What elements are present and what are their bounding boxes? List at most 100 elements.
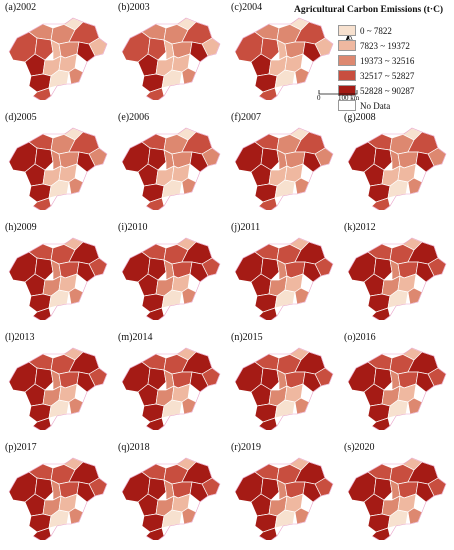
choropleth-map: [234, 127, 334, 210]
map-region: [302, 151, 322, 173]
map-outline: [8, 347, 108, 430]
legend-title: Agricultural Carbon Emissions (t·C): [294, 5, 444, 15]
choropleth-map: [347, 347, 447, 430]
map-region: [294, 287, 310, 305]
legend-swatch: [338, 40, 356, 51]
map-region: [371, 527, 391, 540]
map-region: [76, 371, 96, 393]
map-panel: (j)2011: [229, 222, 335, 322]
choropleth-map: [234, 347, 334, 430]
scale-bar: 0 100 km: [317, 90, 360, 104]
panel-label: (s)2020: [344, 442, 375, 453]
map-region: [258, 87, 278, 100]
panel-label: (d)2005: [5, 112, 37, 123]
map-outline: [347, 127, 447, 210]
map-region: [302, 481, 322, 503]
legend-item-label: 19373 ~ 32516: [360, 56, 415, 66]
map-panel: (l)2013: [3, 332, 109, 432]
map-panel: (d)2005: [3, 112, 109, 212]
map-outline: [121, 127, 221, 210]
panel-label: (m)2014: [118, 332, 153, 343]
map-outline: [347, 237, 447, 320]
map-region: [145, 307, 165, 320]
map-panel: (a)2002: [3, 2, 109, 102]
legend-item: No Data: [338, 99, 390, 113]
map-region: [407, 507, 423, 525]
map-region: [145, 87, 165, 100]
legend-swatch: [338, 55, 356, 66]
map-region: [68, 397, 84, 415]
panel-label: (o)2016: [344, 332, 376, 343]
map-region: [189, 261, 209, 283]
map-region: [258, 307, 278, 320]
map-outline: [8, 17, 108, 100]
map-outline: [121, 17, 221, 100]
map-region: [415, 481, 435, 503]
legend-swatch: [338, 70, 356, 81]
map-panel: (n)2015: [229, 332, 335, 432]
map-region: [371, 197, 391, 210]
choropleth-map: [234, 237, 334, 320]
map-panel: (f)2007: [229, 112, 335, 212]
map-region: [32, 417, 52, 430]
map-region: [294, 397, 310, 415]
choropleth-map: [121, 347, 221, 430]
map-region: [76, 481, 96, 503]
legend-swatch: [338, 25, 356, 36]
map-panel: (o)2016: [342, 332, 448, 432]
map-region: [294, 177, 310, 195]
map-region: [302, 371, 322, 393]
choropleth-map: [121, 457, 221, 540]
map-region: [68, 287, 84, 305]
map-region: [76, 261, 96, 283]
map-region: [407, 397, 423, 415]
legend-item: 7823 ~ 19372: [338, 39, 410, 53]
map-region: [189, 481, 209, 503]
map-outline: [8, 457, 108, 540]
panel-label: (n)2015: [231, 332, 263, 343]
map-region: [32, 197, 52, 210]
map-outline: [8, 127, 108, 210]
panel-label: (j)2011: [231, 222, 261, 233]
map-outline: [121, 347, 221, 430]
map-region: [181, 397, 197, 415]
panel-label: (b)2003: [118, 2, 150, 13]
map-outline: [8, 237, 108, 320]
panel-label: (p)2017: [5, 442, 37, 453]
map-panel: (q)2018: [116, 442, 222, 542]
choropleth-map: [8, 457, 108, 540]
choropleth-map: [347, 127, 447, 210]
map-region: [258, 417, 278, 430]
map-region: [68, 67, 84, 85]
choropleth-map: [121, 237, 221, 320]
legend-item-label: No Data: [360, 101, 391, 111]
panel-label: (e)2006: [118, 112, 150, 123]
choropleth-map: [121, 17, 221, 100]
map-region: [68, 507, 84, 525]
map-region: [407, 177, 423, 195]
map-outline: [347, 347, 447, 430]
map-region: [302, 261, 322, 283]
legend-item-label: 32517 ~ 52827: [360, 71, 415, 81]
map-region: [32, 87, 52, 100]
map-region: [76, 151, 96, 173]
map-region: [407, 287, 423, 305]
map-panel: (p)2017: [3, 442, 109, 542]
panel-label: (r)2019: [231, 442, 261, 453]
choropleth-map: [347, 457, 447, 540]
map-panel: (r)2019: [229, 442, 335, 542]
choropleth-map: [8, 237, 108, 320]
scale-zero: 0: [317, 94, 321, 102]
map-region: [181, 507, 197, 525]
scale-label: 100 km: [338, 94, 360, 102]
map-region: [181, 67, 197, 85]
map-region: [145, 197, 165, 210]
choropleth-map: [234, 17, 334, 100]
map-region: [294, 507, 310, 525]
map-region: [181, 177, 197, 195]
map-outline: [121, 457, 221, 540]
map-outline: [234, 457, 334, 540]
map-region: [145, 527, 165, 540]
map-region: [189, 41, 209, 63]
map-panel: (h)2009: [3, 222, 109, 322]
